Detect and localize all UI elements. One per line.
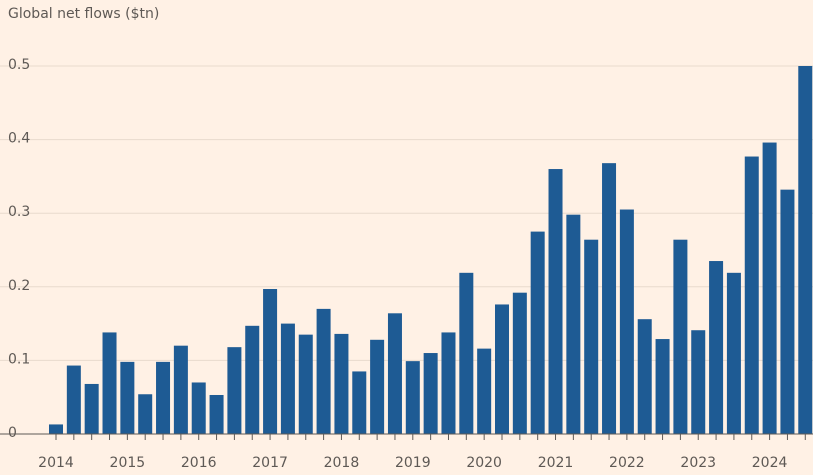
bar — [459, 272, 474, 434]
bar — [655, 339, 670, 434]
bar — [548, 169, 563, 435]
bar — [637, 319, 652, 434]
x-tick-label: 2014 — [38, 455, 74, 471]
y-tick-label: 0.5 — [8, 57, 30, 73]
chart-title: Global net flows ($tn) — [8, 6, 159, 22]
bar — [209, 394, 224, 434]
y-tick-label: 0.3 — [8, 204, 30, 220]
bar — [245, 325, 260, 434]
bar — [798, 66, 813, 434]
bar — [691, 330, 706, 434]
bar — [138, 394, 153, 434]
bar — [227, 347, 242, 434]
bar — [405, 361, 420, 434]
bar — [530, 231, 545, 434]
x-tick-label: 2015 — [110, 455, 146, 471]
bar — [120, 361, 135, 434]
x-tick-label: 2017 — [252, 455, 288, 471]
bar — [102, 332, 117, 434]
bar — [673, 239, 688, 434]
x-tick-label: 2020 — [466, 455, 502, 471]
bar — [619, 209, 634, 434]
bar — [49, 424, 63, 434]
x-tick-label: 2021 — [538, 455, 574, 471]
bar — [423, 353, 438, 434]
x-tick-label: 2022 — [609, 455, 645, 471]
bar — [84, 383, 99, 434]
bar — [584, 239, 599, 434]
bar — [263, 289, 278, 434]
bar — [726, 272, 741, 434]
x-tick-label: 2023 — [680, 455, 716, 471]
bar — [334, 333, 349, 434]
bar — [566, 214, 581, 434]
bar — [173, 345, 188, 434]
x-tick-label: 2016 — [181, 455, 217, 471]
bar — [298, 334, 313, 434]
bar — [280, 323, 295, 434]
bar — [709, 261, 724, 434]
y-tick-label: 0 — [8, 425, 17, 441]
bar — [191, 382, 206, 434]
y-tick-label: 0.4 — [8, 131, 30, 147]
bar — [744, 156, 759, 434]
bar — [780, 189, 795, 434]
bar — [370, 339, 385, 434]
bar — [352, 371, 367, 434]
bar — [156, 361, 171, 434]
bar — [477, 348, 492, 434]
bar — [762, 142, 777, 434]
y-tick-label: 0.2 — [8, 278, 30, 294]
bar — [316, 308, 331, 434]
bar — [602, 163, 617, 435]
x-tick-label: 2024 — [752, 455, 788, 471]
bar — [387, 313, 402, 434]
bar — [512, 292, 527, 434]
x-tick-label: 2018 — [324, 455, 360, 471]
bar — [441, 332, 456, 434]
y-tick-label: 0.1 — [8, 351, 30, 367]
x-tick-label: 2019 — [395, 455, 431, 471]
bar — [495, 304, 509, 434]
bar — [66, 365, 81, 434]
